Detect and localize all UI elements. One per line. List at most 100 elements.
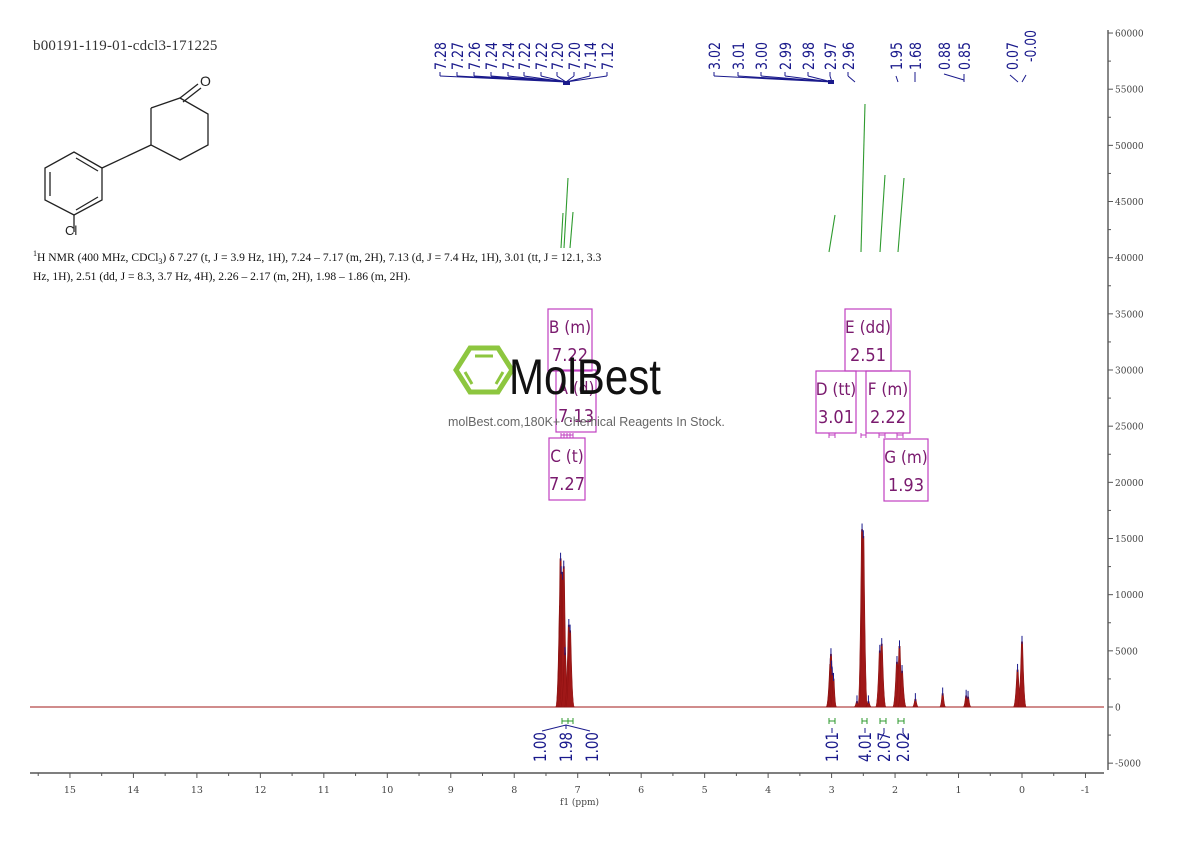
integral-value: 1.98 (557, 732, 577, 762)
integral-value: 1.00 (531, 732, 551, 762)
x-axis-label: f1 (ppm) (560, 797, 599, 808)
spectrum-peaks (555, 523, 1027, 708)
x-tick-label: 12 (254, 785, 266, 796)
y-axis-ticks: 6000055000500004500040000350003000025000… (1108, 30, 1144, 770)
multiplet-type-label: F (m) (868, 380, 909, 400)
x-tick-label: 8 (511, 785, 517, 796)
y-tick-label: 15000 (1115, 535, 1144, 545)
spectrum-peak (964, 696, 972, 708)
multiplet-shift-label: 2.22 (870, 407, 906, 428)
nmr-superscript: 1 (33, 249, 37, 258)
multiplet-type-label: G (m) (884, 448, 928, 468)
peak-label: -0.00 (1021, 30, 1040, 62)
x-tick-label: 4 (765, 785, 771, 796)
spectrum-peak (877, 643, 887, 708)
peak-label: 7.14 (581, 42, 600, 70)
peak-label: 7.24 (499, 42, 518, 70)
peak-label: 2.99 (776, 42, 795, 70)
multiplet-markers (560, 433, 904, 438)
y-tick-label: 30000 (1115, 367, 1144, 377)
y-tick-label: 35000 (1115, 310, 1144, 320)
peak-label: 2.97 (821, 42, 840, 70)
multiplet-box-B (547, 308, 593, 372)
molbest-watermark: MolBest molBest.com,180K+ Chemical Reage… (448, 345, 725, 429)
x-tick-label: -1 (1081, 785, 1090, 796)
y-tick-label: 0 (1115, 704, 1121, 714)
multiplet-type-label: B (m) (549, 318, 591, 338)
peak-label: 7.20 (548, 42, 567, 70)
spectrum-peak (897, 670, 907, 708)
spectrum-title: b00191-119-01-cdcl3-171225 (33, 38, 218, 54)
x-tick-label: 9 (448, 785, 454, 796)
integral-value: 4.01 (856, 732, 876, 762)
multiplet-labels: A (d) 7.13 B (m) 7.22 C (t) 7.27 D (tt) 3.01 E (… (549, 318, 928, 496)
y-tick-label: 55000 (1115, 86, 1144, 96)
peak-label: 7.12 (598, 42, 617, 70)
peak-label: 7.24 (482, 42, 501, 70)
chlorine-label: Cl (65, 223, 77, 235)
peak-label: 3.02 (705, 42, 724, 70)
watermark-brand: MolBest (509, 349, 661, 405)
multiplet-box-F (865, 370, 911, 434)
spectrum-peak (858, 535, 869, 708)
spectrum-peak (865, 701, 872, 708)
integral-curves (560, 103, 905, 253)
multiplet-type-label: D (tt) (816, 380, 857, 400)
multiplet-type-label: A (d) (558, 379, 595, 399)
y-tick-label: 5000 (1115, 647, 1138, 657)
benzene-ring (44, 151, 103, 216)
integral-markers (561, 718, 905, 724)
y-tick-label: 60000 (1115, 30, 1144, 40)
x-tick-label: 11 (318, 785, 330, 796)
y-tick-label: 10000 (1115, 591, 1144, 601)
y-tick-label: 45000 (1115, 198, 1144, 208)
nmr-text-part1: H NMR (400 MHz, CDCl (37, 250, 159, 264)
peak-label: 7.22 (532, 42, 551, 70)
peak-label: 7.26 (465, 42, 484, 70)
peak-label: 7.27 (448, 42, 467, 70)
x-tick-label: 7 (575, 785, 581, 796)
peak-label: 0.07 (1003, 42, 1022, 70)
x-tick-label: 5 (702, 785, 708, 796)
multiplet-shift-label: 2.51 (850, 345, 886, 366)
integral-value: 2.02 (894, 732, 914, 762)
multiplet-shift-label: 3.01 (818, 407, 854, 428)
peak-label-connectors (439, 72, 1027, 83)
x-tick-label: 1 (956, 785, 962, 796)
nmr-subscript: 3 (158, 257, 163, 267)
x-tick-label: 6 (638, 785, 644, 796)
peak-label: 1.95 (887, 42, 906, 70)
peak-label: 3.00 (752, 42, 771, 70)
y-tick-label: 20000 (1115, 479, 1144, 489)
x-tick-label: 0 (1019, 785, 1025, 796)
x-tick-label: 3 (829, 785, 835, 796)
nmr-text-part2: ) δ 7.27 (t, J = 3.9 Hz, 1H), 7.24 – 7.1… (33, 250, 602, 284)
y-tick-label: 25000 (1115, 423, 1144, 433)
multiplet-shift-label: 7.13 (558, 406, 594, 427)
peak-label: 3.01 (729, 42, 748, 70)
multiplet-box-D (815, 370, 857, 434)
peak-labels: 7.287.277.267.247.247.227.227.207.207.14… (431, 30, 1040, 70)
peak-label: 7.22 (515, 42, 534, 70)
peak-label: 7.20 (565, 42, 584, 70)
integral-value: 1.00 (583, 732, 603, 762)
x-tick-label: 15 (64, 785, 76, 796)
watermark-tagline: molBest.com,180K+ Chemical Reagents In S… (448, 415, 725, 429)
oxygen-label: O (200, 73, 211, 89)
peak-label: 0.88 (935, 42, 954, 70)
peak-label: 1.68 (906, 42, 925, 70)
x-tick-label: 14 (127, 785, 139, 796)
integral-values: 1.00 1.98 1.00 1.01 4.01 2.07 2.02 (531, 732, 914, 762)
chemical-structure: O Cl (44, 73, 211, 235)
multiplet-box-G (883, 438, 929, 502)
multiplet-shift-label: 7.27 (549, 474, 585, 495)
integral-value: 2.07 (875, 732, 895, 762)
spectrum-peak (1017, 641, 1027, 708)
peak-label: 2.98 (799, 42, 818, 70)
spectrum-peak (829, 678, 837, 708)
spectrum-peak (939, 693, 947, 708)
peak-label: 2.96 (839, 42, 858, 70)
y-tick-label: 40000 (1115, 254, 1144, 264)
y-tick-label: 50000 (1115, 142, 1144, 152)
